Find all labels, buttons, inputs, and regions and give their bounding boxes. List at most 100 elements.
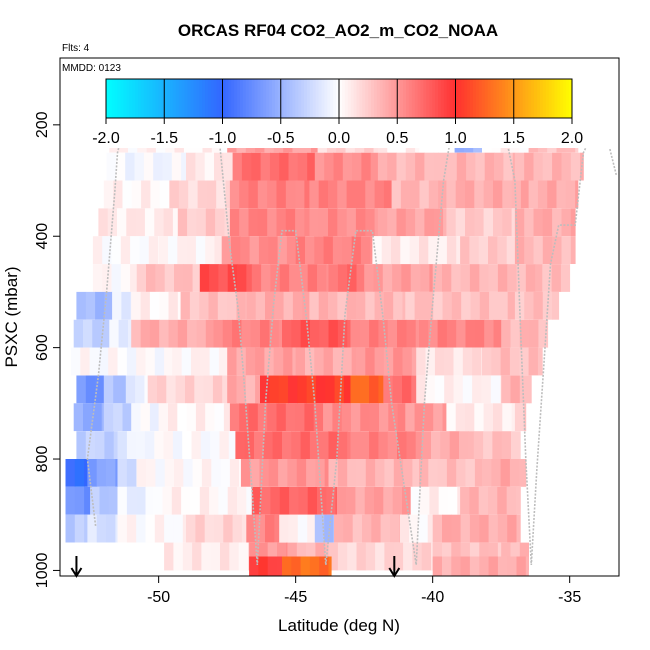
heatmap-cell — [393, 542, 404, 571]
heatmap-cell — [227, 291, 237, 320]
heatmap-cell — [383, 486, 393, 515]
colorbar-swatch — [502, 79, 506, 118]
heatmap-cell — [411, 347, 417, 376]
heatmap-cell — [268, 236, 278, 264]
colorbar-swatch — [146, 79, 151, 118]
heatmap-cell — [318, 291, 329, 320]
heatmap-cell — [351, 403, 361, 432]
heatmap-cell — [337, 180, 347, 209]
heatmap-cell — [369, 403, 380, 432]
heatmap-cell — [125, 152, 135, 181]
colorbar-swatch — [251, 79, 256, 118]
heatmap-cell — [456, 459, 466, 487]
colorbar-swatch — [368, 79, 372, 118]
heatmap-cell — [254, 431, 264, 459]
heatmap-cell — [465, 403, 475, 432]
colorbar-swatch — [391, 79, 395, 118]
heatmap-cell — [73, 403, 84, 432]
heatmap-cell — [96, 514, 107, 543]
heatmap-cell — [391, 236, 401, 264]
heatmap-cell — [528, 180, 539, 209]
colorbar-swatch — [117, 79, 122, 118]
heatmap-cell — [168, 319, 179, 348]
colorbar-swatch — [263, 79, 267, 118]
heatmap-cell — [488, 556, 499, 576]
colorbar-swatch — [161, 79, 165, 118]
heatmap-cell — [396, 208, 407, 237]
heatmap-cell — [465, 180, 475, 209]
heatmap-cell — [317, 486, 327, 515]
heatmap-cell — [206, 180, 217, 209]
colorbar-swatch — [519, 79, 523, 118]
heatmap-cell — [451, 514, 461, 543]
heatmap-cell — [136, 347, 146, 376]
heatmap-cell — [420, 486, 430, 515]
colorbar-swatch — [164, 79, 168, 118]
heatmap-cell — [295, 208, 305, 237]
heatmap-cell — [201, 542, 212, 571]
heatmap-cell — [121, 291, 132, 320]
x-axis: -50 -45 -40 -35 — [147, 576, 581, 606]
heatmap-cell — [537, 347, 543, 376]
heatmap-cell — [117, 486, 128, 515]
heatmap-cell — [533, 208, 544, 237]
heatmap-cell — [533, 152, 544, 181]
colorbar-swatch — [493, 79, 497, 118]
heatmap-cell — [136, 514, 146, 543]
heatmap-cell — [415, 208, 425, 237]
heatmap-cell — [403, 459, 413, 487]
heatmap-cell — [174, 459, 184, 487]
heatmap-cell — [351, 236, 362, 264]
heatmap-cell — [479, 264, 489, 292]
heatmap-cell — [509, 347, 520, 376]
heatmap-cell — [328, 264, 339, 292]
heatmap-cell — [297, 152, 308, 181]
heatmap-cell — [272, 431, 283, 459]
heatmap-cell — [182, 514, 187, 543]
heatmap-cell — [419, 180, 430, 209]
heatmap-cell — [405, 152, 416, 181]
heatmap-cell — [512, 152, 516, 181]
heatmap-cell — [212, 375, 223, 404]
heatmap-cell — [479, 556, 489, 576]
heatmap-cell — [325, 375, 335, 404]
colorbar-swatch — [569, 79, 573, 118]
heatmap-cell — [196, 208, 207, 237]
heatmap-cell — [570, 208, 576, 237]
colorbar-swatch — [414, 79, 419, 118]
heatmap-cell — [136, 264, 147, 292]
heatmap-cell — [365, 180, 375, 209]
colorbar-swatch — [132, 79, 136, 118]
colorbar-swatch — [298, 79, 302, 118]
colorbar-swatch — [312, 79, 317, 118]
heatmap-cell — [265, 514, 275, 543]
heatmap-cell — [291, 431, 301, 459]
heatmap-cell — [314, 514, 325, 543]
heatmap-cell — [423, 403, 434, 432]
heatmap-cell — [154, 347, 165, 376]
heatmap-cell — [556, 180, 567, 209]
heatmap-cell — [324, 152, 334, 181]
heatmap-cell — [279, 152, 289, 181]
heatmap-cell — [241, 152, 252, 181]
heatmap-cell — [402, 375, 412, 404]
heatmap-cell — [520, 180, 529, 209]
heatmap-cell — [164, 264, 175, 292]
heatmap-cell — [285, 403, 296, 432]
heatmap-cell — [65, 514, 76, 543]
heatmap-cell — [210, 431, 220, 459]
heatmap-cell — [419, 319, 429, 348]
heatmap-cell — [117, 431, 128, 459]
heatmap-cell — [267, 180, 277, 209]
colorbar-swatch — [499, 79, 503, 118]
heatmap-cell — [442, 403, 447, 432]
heatmap-cell — [431, 431, 441, 459]
heatmap-cell — [491, 347, 501, 376]
heatmap-cell — [154, 431, 164, 459]
x-tick-label: -45 — [284, 589, 307, 606]
heatmap-cell — [111, 236, 122, 264]
heatmap-cell — [263, 431, 273, 459]
heatmap-cell — [163, 208, 174, 237]
colorbar-swatch — [490, 79, 494, 118]
heatmap-cell — [561, 208, 572, 237]
